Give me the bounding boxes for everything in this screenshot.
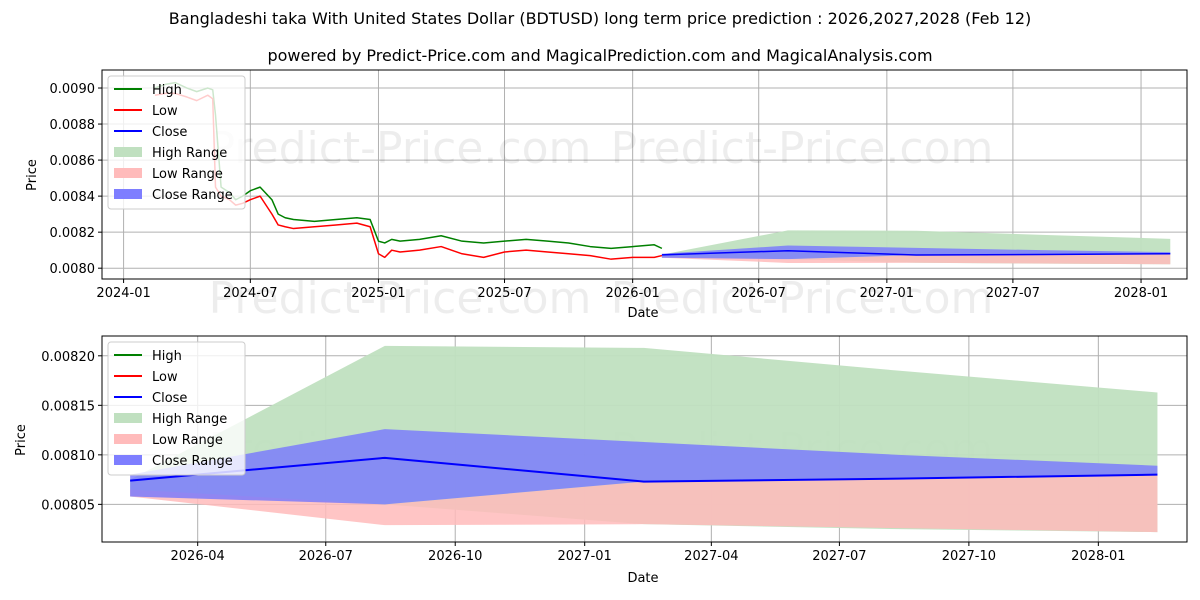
- watermark-text: Predict-Price.com: [209, 273, 592, 324]
- legend-label: High: [152, 83, 182, 98]
- x-tick-label: 2026-07: [732, 286, 786, 301]
- chart-subtitle: powered by Predict-Price.com and Magical…: [267, 46, 933, 65]
- y-tick-label: 0.00820: [41, 350, 95, 365]
- bottom-y-axis-label: Price: [14, 424, 29, 456]
- close-range-band: [661, 245, 1171, 260]
- top-x-axis-label: Date: [627, 306, 658, 321]
- x-tick-label: 2027-07: [986, 286, 1040, 301]
- legend-patch-swatch: [114, 434, 142, 444]
- bottom-panel: Predict-Price.com Predict-Price.com 2026…: [14, 335, 1188, 586]
- legend-label: Low Range: [152, 167, 223, 182]
- x-tick-label: 2027-01: [558, 549, 612, 564]
- watermark-text: Predict-Price.com: [209, 123, 592, 174]
- x-tick-label: 2024-07: [223, 286, 277, 301]
- y-tick-label: 0.00805: [41, 498, 95, 513]
- legend-patch-swatch: [114, 455, 142, 465]
- legend-patch-swatch: [114, 147, 142, 157]
- legend-label: Close Range: [152, 454, 233, 469]
- x-tick-label: 2027-07: [812, 549, 866, 564]
- legend-patch-swatch: [114, 189, 142, 199]
- close-forecast-line: [130, 456, 1158, 483]
- y-tick-label: 0.00815: [41, 399, 95, 414]
- watermark-text: Predict-Price.com: [611, 123, 994, 174]
- bottom-plot-frame: [101, 335, 1188, 543]
- legend-label: Low: [152, 104, 178, 119]
- x-tick-label: 2026-10: [428, 549, 482, 564]
- x-tick-label: 2028-01: [1071, 549, 1125, 564]
- legend-frame: [107, 341, 246, 476]
- close-forecast-line: [661, 249, 1171, 256]
- bottom-x-axis-label: Date: [627, 571, 658, 586]
- x-tick-label: 2024-01: [96, 286, 150, 301]
- watermark-text: Predict-Price.com: [611, 273, 994, 324]
- y-tick-label: 0.0086: [50, 154, 96, 169]
- top-panel: Predict-Price.com Predict-Price.com Pred…: [25, 69, 1188, 324]
- legend-label: Close: [152, 125, 187, 140]
- y-tick-label: 0.0088: [50, 118, 96, 133]
- x-tick-label: 2027-04: [684, 549, 738, 564]
- legend-label: Close: [152, 391, 187, 406]
- x-tick-label: 2026-01: [605, 286, 659, 301]
- x-tick-label: 2028-01: [1114, 286, 1168, 301]
- legend-frame: [107, 75, 246, 210]
- low-range-band: [661, 253, 1171, 265]
- top-legend: High Low Close High Range Low Range Close Ran…: [107, 75, 246, 210]
- x-tick-label: 2027-01: [860, 286, 914, 301]
- top-plot-frame: [101, 69, 1188, 280]
- y-tick-label: 0.0080: [50, 262, 96, 277]
- legend-patch-swatch: [114, 168, 142, 178]
- x-tick-label: 2025-01: [351, 286, 405, 301]
- x-tick-label: 2026-07: [299, 549, 353, 564]
- legend-label: Close Range: [152, 188, 233, 203]
- top-y-axis-label: Price: [25, 159, 40, 191]
- legend-label: High: [152, 349, 182, 364]
- legend-label: High Range: [152, 146, 227, 161]
- y-tick-label: 0.0084: [50, 190, 96, 205]
- legend-label: Low Range: [152, 433, 223, 448]
- low-range-band: [130, 474, 1158, 533]
- y-tick-label: 0.00810: [41, 449, 95, 464]
- chart-title: Bangladeshi taka With United States Doll…: [168, 9, 1032, 28]
- legend-label: High Range: [152, 412, 227, 427]
- legend-label: Low: [152, 370, 178, 385]
- x-tick-label: 2026-04: [171, 549, 225, 564]
- y-tick-label: 0.0090: [50, 82, 96, 97]
- bottom-legend: High Low Close High Range Low Range Close Ran…: [107, 341, 246, 476]
- x-tick-label: 2025-07: [477, 286, 531, 301]
- legend-patch-swatch: [114, 413, 142, 423]
- close-range-band: [130, 429, 1158, 505]
- y-tick-label: 0.0082: [50, 226, 96, 241]
- x-tick-label: 2027-10: [942, 549, 996, 564]
